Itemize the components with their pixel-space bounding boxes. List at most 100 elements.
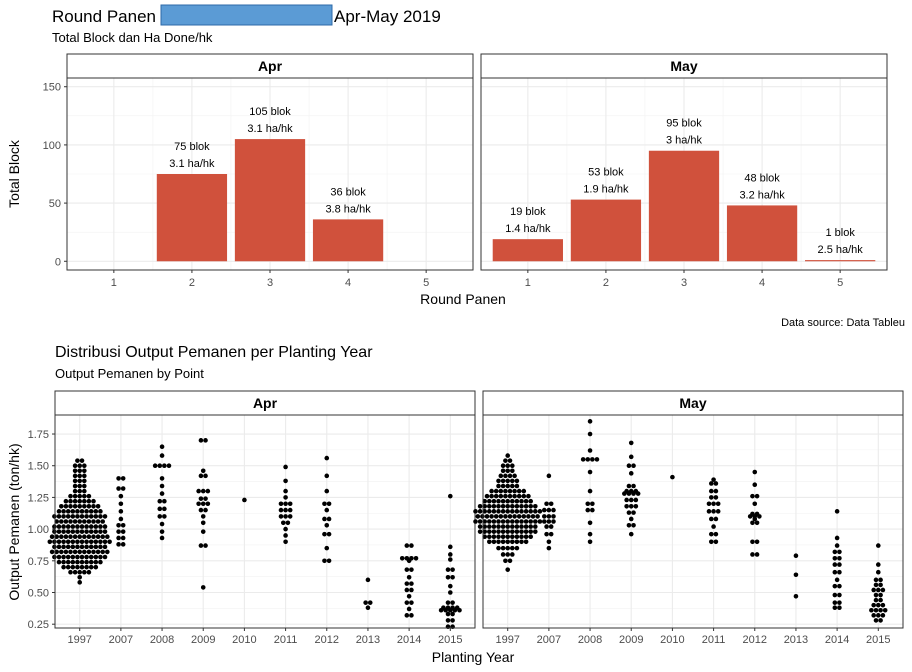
data-point: [510, 539, 515, 545]
data-point: [500, 468, 506, 474]
data-point: [708, 488, 714, 494]
data-point: [512, 514, 517, 519]
data-point: [75, 524, 80, 529]
data-point: [628, 516, 634, 522]
data-point: [77, 488, 83, 494]
data-point: [450, 618, 455, 623]
data-point: [503, 558, 508, 564]
dot-x-tick-label: 2010: [232, 634, 256, 646]
dot-y-tick-label: 1.50: [28, 461, 49, 473]
bar-x-tick-label: 4: [345, 277, 351, 289]
data-point: [116, 529, 121, 534]
data-point: [496, 509, 501, 514]
data-point: [445, 567, 451, 572]
data-point: [52, 524, 57, 529]
data-point: [631, 463, 636, 469]
data-point: [447, 493, 453, 499]
dot-x-tick-label: 2015: [438, 634, 462, 646]
data-point: [487, 539, 492, 545]
data-point: [487, 503, 492, 509]
data-point: [79, 559, 85, 565]
data-point: [880, 613, 886, 618]
data-point: [326, 531, 332, 537]
data-point: [406, 594, 412, 599]
data-point: [528, 503, 534, 509]
data-point: [157, 506, 163, 512]
data-point: [878, 582, 883, 588]
data-point: [88, 539, 94, 545]
data-point: [82, 488, 87, 494]
data-point: [587, 539, 593, 545]
data-point: [837, 592, 842, 598]
bar: [312, 219, 384, 262]
data-point: [878, 577, 883, 583]
data-point: [409, 543, 414, 548]
data-point: [86, 569, 92, 575]
data-point: [521, 493, 527, 499]
data-point: [519, 519, 524, 524]
data-point: [510, 545, 515, 551]
data-point: [832, 549, 838, 555]
data-point: [875, 543, 881, 548]
data-point: [72, 549, 78, 555]
data-point: [65, 524, 71, 529]
data-point: [77, 580, 83, 585]
data-point: [450, 567, 455, 572]
data-point: [95, 534, 101, 540]
data-point: [98, 544, 103, 550]
data-point: [510, 519, 515, 524]
data-point: [505, 524, 511, 529]
data-point: [445, 600, 451, 605]
data-point: [711, 477, 716, 482]
data-point: [84, 564, 89, 570]
data-point: [594, 457, 600, 462]
data-point: [98, 514, 103, 519]
bar-y-axis-title: Total Block: [6, 139, 22, 208]
data-point: [198, 507, 204, 513]
dot-x-tick-label: 2010: [660, 634, 684, 646]
data-point: [754, 511, 760, 517]
data-point: [98, 529, 103, 534]
data-point: [832, 583, 838, 589]
data-point: [77, 503, 83, 509]
bar-label-rate: 1.4 ha/hk: [505, 223, 551, 235]
data-point: [498, 488, 504, 494]
data-point: [633, 488, 639, 494]
data-point: [100, 549, 106, 555]
data-point: [72, 493, 78, 499]
data-point: [75, 514, 80, 519]
data-point: [523, 519, 529, 524]
data-point: [491, 498, 497, 504]
data-point: [82, 569, 87, 575]
bar-label-count: 48 blok: [744, 172, 780, 184]
data-point: [510, 463, 515, 469]
data-point: [507, 514, 513, 519]
data-point: [537, 519, 543, 524]
data-point: [510, 529, 515, 534]
data-point: [56, 554, 62, 560]
data-point: [869, 607, 874, 613]
data-point: [514, 498, 520, 504]
data-point: [507, 473, 513, 479]
data-point: [324, 473, 330, 479]
facet-strip-label: May: [679, 395, 706, 411]
data-point: [587, 531, 593, 537]
data-point: [521, 514, 527, 519]
data-point: [91, 498, 96, 504]
bar: [648, 150, 720, 262]
facet-strip-label: Apr: [253, 395, 278, 411]
data-point: [77, 569, 83, 575]
data-point: [203, 438, 208, 443]
data-point: [445, 605, 451, 611]
bar-panel-may: 19 blok 1.4 ha/hk 53 blok 1.9 ha/hk 95 blok 3…: [480, 53, 888, 289]
data-point: [404, 567, 410, 572]
bar-x-axis-title: Round Panen: [420, 291, 506, 307]
data-point: [754, 493, 760, 499]
data-point: [285, 520, 291, 526]
data-point: [752, 482, 758, 488]
dot-panel-may: May 1997 2007 2008 2009 2010 2011 2012 2013 2014 2…: [473, 390, 904, 646]
data-point: [482, 498, 488, 504]
data-point: [505, 483, 511, 489]
data-point: [72, 473, 78, 479]
data-point: [404, 600, 410, 605]
